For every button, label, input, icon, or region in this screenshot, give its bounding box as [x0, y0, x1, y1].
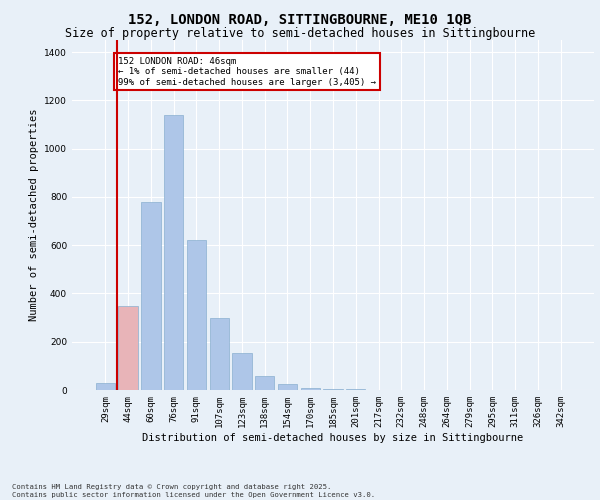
Text: Size of property relative to semi-detached houses in Sittingbourne: Size of property relative to semi-detach…: [65, 28, 535, 40]
Bar: [118, 306, 138, 390]
Bar: [209, 318, 229, 390]
Text: 152 LONDON ROAD: 46sqm
← 1% of semi-detached houses are smaller (44)
99% of semi: 152 LONDON ROAD: 46sqm ← 1% of semi-deta…: [118, 57, 376, 86]
Bar: [255, 376, 274, 390]
Bar: [301, 388, 320, 390]
Bar: [164, 115, 184, 390]
Bar: [187, 240, 206, 390]
X-axis label: Distribution of semi-detached houses by size in Sittingbourne: Distribution of semi-detached houses by …: [142, 432, 524, 442]
Bar: [232, 352, 251, 390]
Bar: [278, 384, 297, 390]
Text: 152, LONDON ROAD, SITTINGBOURNE, ME10 1QB: 152, LONDON ROAD, SITTINGBOURNE, ME10 1Q…: [128, 12, 472, 26]
Bar: [96, 383, 115, 390]
Bar: [323, 389, 343, 390]
Y-axis label: Number of semi-detached properties: Number of semi-detached properties: [29, 109, 38, 322]
Bar: [141, 202, 161, 390]
Text: Contains HM Land Registry data © Crown copyright and database right 2025.
Contai: Contains HM Land Registry data © Crown c…: [12, 484, 375, 498]
